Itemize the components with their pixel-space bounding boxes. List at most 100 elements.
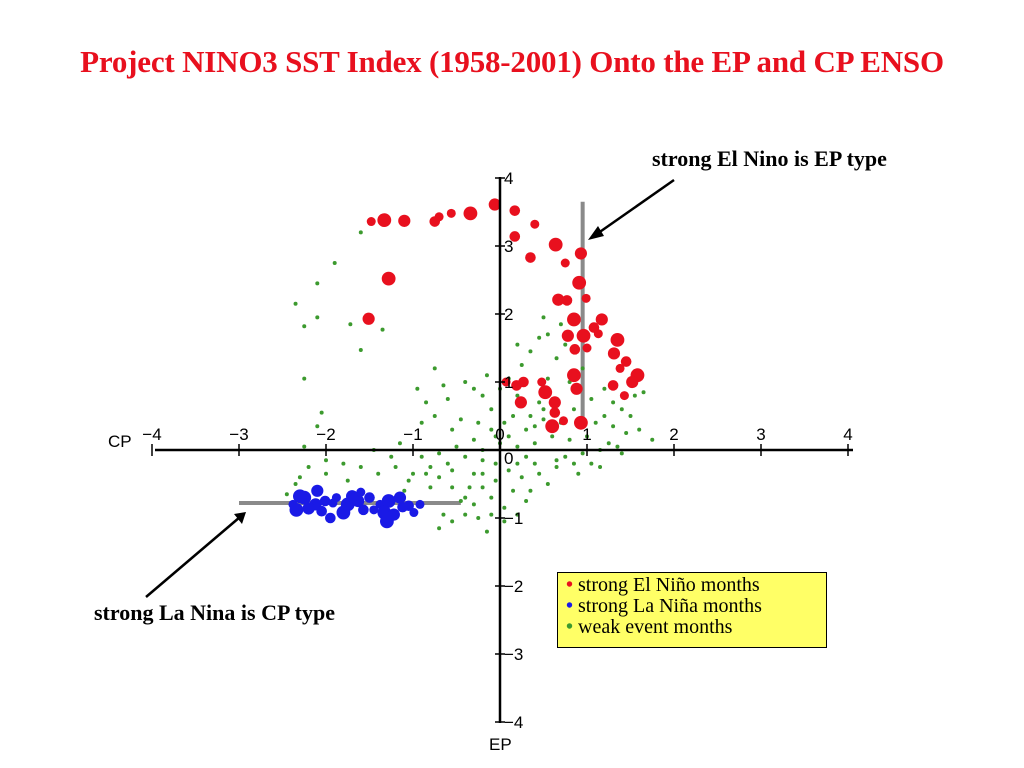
weak-event-point [450,468,455,473]
weak-event-point [380,327,385,332]
weak-event-point [348,322,353,327]
el-nino-point [366,217,376,227]
weak-event-point [502,519,507,524]
la-nina-point [381,494,396,508]
el-nino-point [574,247,588,260]
el-nino-point [537,377,547,387]
legend-label: strong El Niño months [578,574,760,596]
weak-event-point [541,407,546,412]
weak-event-point [619,451,624,456]
weak-event-point [432,414,437,418]
y-tick-label: 3 [504,237,513,256]
la-nina-point [336,505,351,520]
tick-marks: −4 −3 −2 −1 0 1 2 3 4 4 3 2 1 0 −1 −2 −3 −4 [142,169,852,732]
weak-event-point [424,471,429,476]
weak-event-point [537,335,542,340]
weak-event-point [515,512,520,517]
weak-event-point [437,451,442,456]
weak-event-point [293,301,298,306]
weak-event-point [532,441,537,446]
x-tick-label: −3 [229,425,248,444]
la-nina-point [380,514,394,529]
weak-event-point [489,427,494,432]
el-nino-point [434,212,444,222]
la-nina-point [393,491,407,504]
weak-event-point [515,393,520,398]
weak-event-point [319,410,324,415]
el-nino-point [561,295,573,306]
el-nino-point [552,293,565,306]
el-nino-point [576,328,591,343]
el-nino-point [607,347,621,360]
weak-event-point [624,431,629,435]
legend-label: weak event months [578,616,733,638]
weak-event-point [397,441,402,446]
weak-event-point [432,366,437,371]
weak-event-point [358,465,363,469]
weak-event-point [537,471,542,476]
el-nino-point [574,415,588,430]
weak-event-point [493,461,498,466]
weak-event-point [471,437,476,442]
weak-event-point [297,475,302,480]
weak-event-point [406,478,411,483]
weak-event-point [580,451,585,456]
weak-event-point [393,465,398,469]
la-nina-point [328,498,338,508]
weak-event-point [445,461,450,466]
weak-event-point [545,376,550,381]
el-nino-point [548,237,563,252]
weak-event-point [450,485,455,490]
weak-event-point [302,324,307,329]
weak-event-point [376,471,381,476]
weak-event-point [389,454,394,459]
el-nino-point [488,198,501,211]
weak-event-point [476,420,481,425]
weak-event-point [519,363,524,367]
weak-event-point [563,454,568,459]
el-nino-point [572,275,587,290]
weak-event-point [402,488,407,493]
el-nino-point [545,419,560,434]
el-nino-point [446,208,456,218]
el-nino-point [593,329,603,339]
weak-event-point [576,471,581,476]
el-nino-point [561,329,574,342]
x-tick-label: 1 [582,425,591,444]
weak-event-point [480,458,485,463]
x-tick-label: 3 [756,425,765,444]
el-nino-annotation: strong El Nino is EP type [652,146,887,171]
weak-event-point [532,461,537,466]
la-nina-point [356,487,366,497]
la-nina-arrow [145,516,241,598]
weak-event-point [541,315,546,320]
x-tick-label: −4 [142,425,161,444]
el-nino-arrowhead [588,226,604,240]
weak-event-point [324,458,328,463]
weak-event-point [467,485,472,490]
la-nina-point [302,502,315,515]
weak-event-point [571,407,576,412]
weak-event-point [493,434,498,439]
la-nina-point [346,490,359,503]
weak-event-point [554,458,559,463]
weak-event-point [567,437,572,442]
la-nina-point [415,499,425,509]
weak-event-point [428,485,433,490]
weak-event-point [524,499,529,503]
weak-event-point [358,230,363,235]
el-nino-point [567,368,581,383]
x-tick-label: −2 [316,425,335,444]
weak-event-point [437,475,442,480]
y-tick-label: 1 [504,373,513,392]
weak-event-point [519,475,524,480]
weak-event-point [589,397,594,401]
legend-bullet-green: • [566,616,574,638]
el-nino-arrow [593,178,675,238]
weak-event-point [471,502,476,507]
weak-event-point [558,322,563,327]
el-nino-point [549,407,561,418]
el-nino-point [530,219,540,229]
weak-event-point [615,444,620,449]
